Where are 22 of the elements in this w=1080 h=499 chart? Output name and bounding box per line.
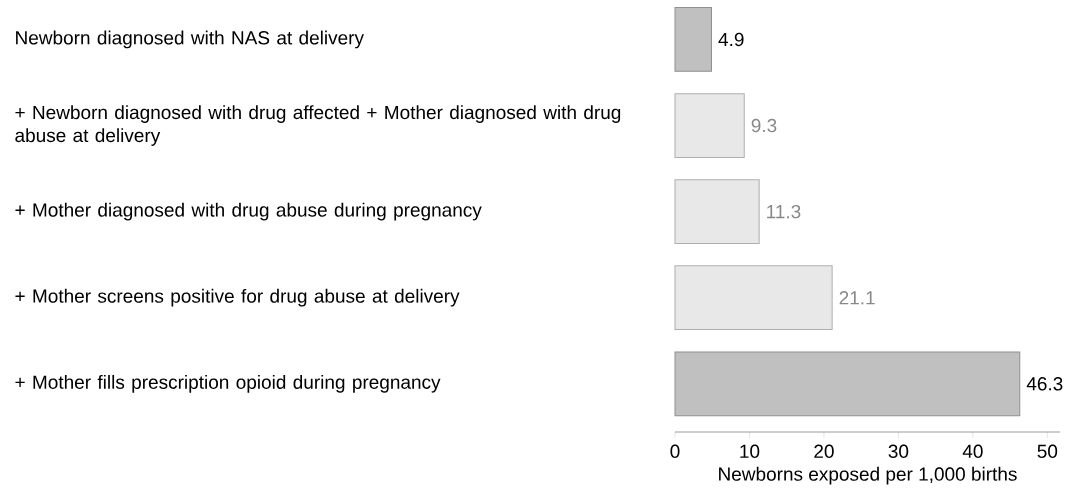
data-label: 4.9	[718, 32, 744, 47]
data-label: 11.3	[767, 204, 801, 219]
data-label: 9.3	[751, 118, 777, 133]
y-tick-label: + Mother fills prescription opioid during pregnancy	[15, 374, 441, 393]
x-tick-label: 40	[962, 444, 983, 458]
x-axis-title: Newborns exposed per 1,000 births	[719, 466, 1017, 485]
x-tick-label: 30	[888, 444, 909, 458]
x-tick-label: 0	[670, 444, 680, 458]
bar	[674, 179, 760, 244]
x-tick-label: 50	[1037, 444, 1058, 458]
bar	[674, 7, 712, 72]
y-tick-label: + Mother diagnosed with drug abuse during pregnancy	[15, 202, 482, 221]
data-label: 46.3	[1026, 377, 1063, 391]
y-tick-label: + Newborn diagnosed with drug affected + Mother diagnosed with drug abuse at delivery	[15, 105, 621, 146]
bar	[674, 265, 833, 331]
bar	[674, 351, 1021, 417]
x-tick-label: 10	[740, 444, 760, 458]
y-tick-label: Newborn diagnosed with NAS at delivery	[16, 30, 364, 49]
x-tick-label: 20	[814, 444, 834, 458]
y-tick-label: + Mother screens positive for drug abuse at delivery	[15, 288, 460, 307]
data-label: 21.1	[839, 291, 875, 305]
bar	[674, 93, 745, 158]
